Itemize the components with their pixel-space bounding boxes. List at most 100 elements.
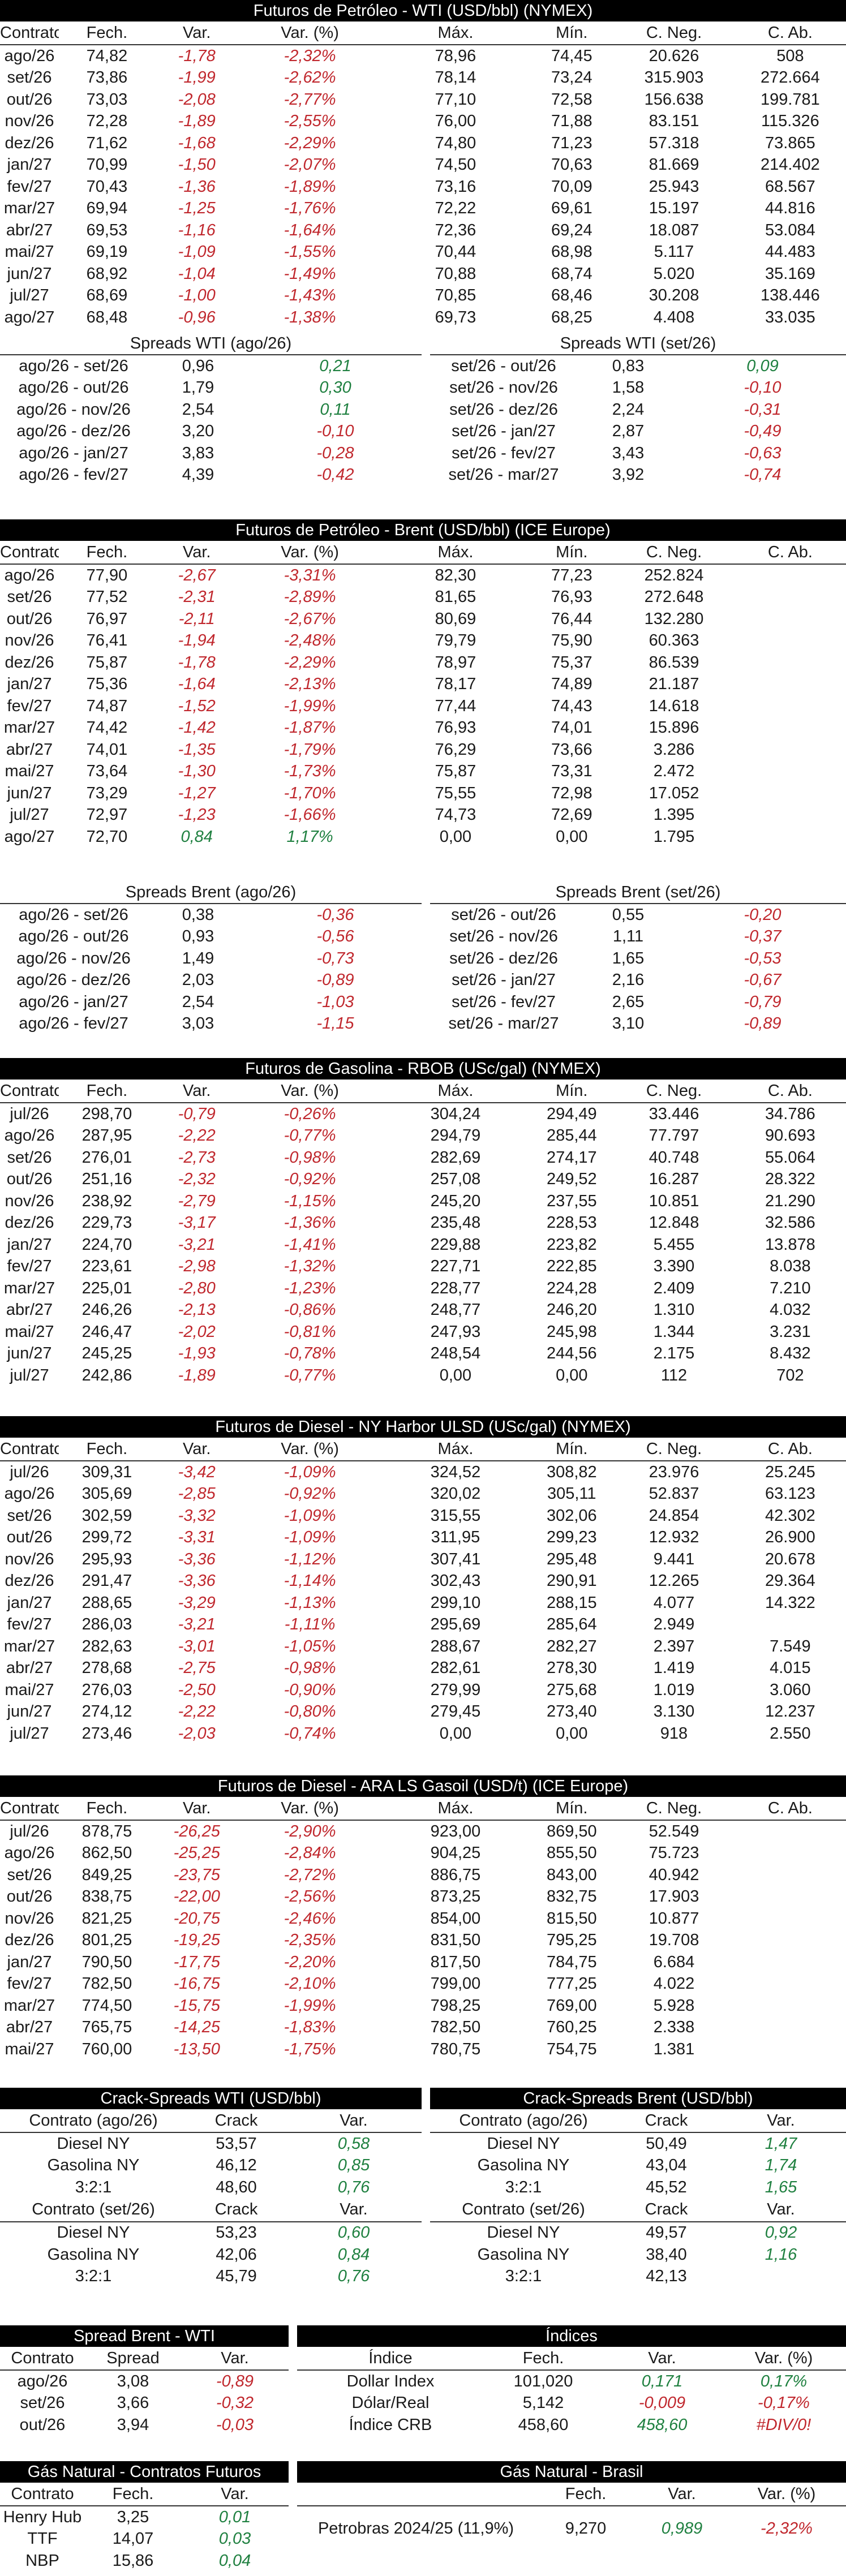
cell-value: 76,29 (435, 740, 476, 759)
row-label: set/26 - nov/26 (449, 379, 558, 397)
cell-value: -2,50 (178, 1680, 216, 1699)
cell-value: 1.795 (653, 827, 695, 846)
row-label: Gasolina NY (477, 2156, 570, 2175)
row-label: dez/26 (5, 653, 54, 672)
cell-value: 72,70 (86, 827, 128, 846)
cell-value: -0,81% (284, 1322, 336, 1341)
cell-value: 242,86 (81, 1366, 132, 1384)
table-row: set/26 - dez/26 2,24 -0,31 (430, 399, 846, 421)
column-header: Máx. (381, 21, 530, 45)
row-label: ago/26 (4, 566, 55, 584)
cell-value: -2,72% (284, 1865, 336, 1884)
cell-value: 315.903 (644, 68, 704, 87)
table-row: set/26 3,66 -0,32 (0, 2393, 289, 2415)
cell-value: 278,30 (546, 1659, 597, 1678)
wti-title: Futuros de Petróleo - WTI (USD/bbl) (NYM… (0, 0, 846, 21)
cell-value: 80,69 (435, 609, 476, 628)
cell-value: 72,36 (435, 221, 476, 239)
table-row: fev/27 70,43 -1,36 -1,89% 73,16 70,09 25.943 68… (0, 176, 846, 198)
cell-value: -0,009 (638, 2394, 686, 2412)
column-header: Fech. (59, 1797, 155, 1821)
cell-value: -2,10% (284, 1975, 336, 1993)
cell-value: 4,39 (182, 466, 214, 484)
row-label: ago/26 - dez/26 (16, 971, 131, 990)
cell-value: 3,08 (117, 2372, 149, 2390)
cell-value: -1,64% (284, 221, 336, 239)
row-label: Índice CRB (349, 2415, 432, 2434)
cell-value: -0,49 (744, 422, 781, 441)
cell-value: 75,90 (551, 631, 592, 650)
cell-value: 849,25 (81, 1865, 132, 1884)
cell-value (735, 1995, 846, 2017)
table-row: set/26 - nov/26 1,11 -0,37 (430, 926, 846, 948)
cell-value: -1,93 (178, 1344, 216, 1363)
row-label: fev/27 (7, 1975, 52, 1993)
row-label: NBP (25, 2551, 59, 2570)
cell-value (735, 717, 846, 739)
cell-value: -3,21 (178, 1235, 216, 1254)
cell-value: 2,03 (182, 971, 214, 990)
brent-spreads-right-title: Spreads Brent (set/26) (430, 881, 846, 904)
cell-value: -0,32 (216, 2394, 254, 2412)
cell-value: 75,87 (435, 762, 476, 781)
table-row: nov/26 821,25 -20,75 -2,46% 854,00 815,50 10.8… (0, 1908, 846, 1930)
cell-value (735, 1614, 846, 1636)
column-header: Fech. (85, 2483, 181, 2506)
gas-brasil-title: Gás Natural - Brasil (297, 2461, 846, 2483)
cell-value: -1,23% (284, 1279, 336, 1297)
row-label: ago/26 (4, 46, 55, 65)
table-row: mai/27 69,19 -1,09 -1,55% 70,44 68,98 5.117 44.… (0, 242, 846, 264)
cell-value: 252.824 (644, 566, 704, 584)
table-header-row: Índice Fech. Var. Var. (%) (297, 2347, 846, 2371)
table-row: out/26 251,16 -2,32 -0,92% 257,08 249,52 16.28… (0, 1169, 846, 1191)
cell-value: -2,62% (284, 68, 336, 87)
column-header: Var. (%) (238, 541, 381, 565)
row-label: set/26 - dez/26 (449, 949, 558, 967)
cell-value: -1,68 (178, 134, 216, 152)
cell-value: -1,36 (178, 177, 216, 196)
cell-value: -1,99% (284, 696, 336, 715)
cell-value: 21.187 (649, 675, 699, 694)
cell-value: 2,16 (612, 971, 645, 990)
column-header: Mín. (530, 1080, 614, 1103)
cell-value: -2,77% (284, 90, 336, 109)
column-header: C. Neg. (613, 1080, 735, 1103)
column-header: Índice (297, 2347, 484, 2371)
row-label: out/26 (6, 90, 53, 109)
cell-value: 75.723 (649, 1844, 699, 1863)
table-row: ago/26 - fev/27 3,03 -1,15 (0, 1013, 422, 1035)
cell-value: -1,70% (284, 784, 336, 802)
column-header: Máx. (381, 1080, 530, 1103)
cell-value: 76,44 (551, 609, 592, 628)
cell-value: 3,43 (612, 444, 645, 462)
column-header: Spread (85, 2347, 181, 2371)
cell-value: 0,60 (337, 2224, 370, 2242)
cell-value: 76,00 (435, 112, 476, 131)
cell-value: 0,01 (218, 2508, 251, 2526)
table-row: fev/27 223,61 -2,98 -1,32% 227,71 222,85 3.390… (0, 1256, 846, 1278)
cell-value: -1,99% (284, 1996, 336, 2015)
cell-value: -2,48% (284, 631, 336, 650)
cell-value: -0,79 (178, 1104, 216, 1123)
table-row: Diesel NY 50,49 1,47 (430, 2132, 846, 2155)
cell-value: 5.928 (653, 1996, 695, 2015)
cell-value: 0,84 (181, 827, 213, 846)
cell-value: 2.338 (653, 2018, 695, 2037)
cell-value: 3.130 (653, 1702, 695, 1721)
cell-value: 73.865 (765, 134, 815, 152)
cell-value: 14.618 (649, 696, 699, 715)
cell-value: 832,75 (546, 1887, 597, 1906)
row-label: out/26 (6, 1887, 53, 1906)
cell-value: 15.197 (649, 199, 699, 218)
row-label: dez/26 (5, 1214, 54, 1232)
row-label: fev/27 (7, 1615, 52, 1634)
cell-value: 3,94 (117, 2415, 149, 2434)
cell-value: -2,03 (178, 1724, 216, 1743)
cell-value: 9,270 (565, 2519, 607, 2538)
table-row: out/26 299,72 -3,31 -1,09% 311,95 299,23 12.93… (0, 1527, 846, 1549)
cell-value: 1,17% (286, 827, 333, 846)
cell-value: 34.786 (765, 1104, 815, 1123)
cell-value: -3,36 (178, 1572, 216, 1590)
cell-value: -0,73 (316, 949, 354, 967)
brent-spreads-left-table: ago/26 - set/26 0,38 -0,36 ago/26 - out/26 0… (0, 904, 422, 1035)
